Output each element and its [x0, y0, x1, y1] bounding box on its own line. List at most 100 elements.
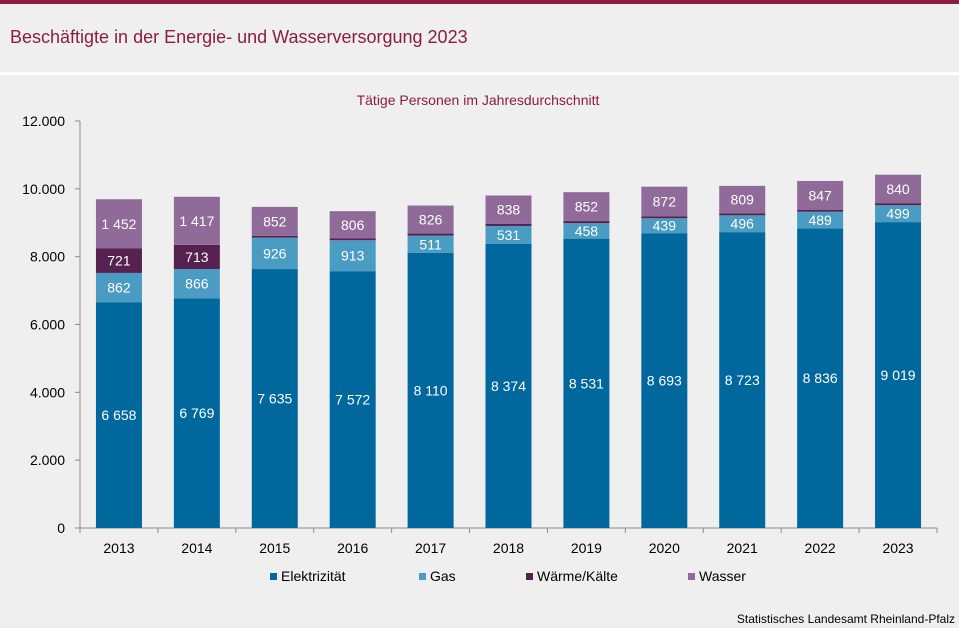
- bar-value-label: 9 019: [881, 367, 916, 383]
- page-title: Beschäftigte in der Energie- und Wasserv…: [10, 27, 468, 47]
- bar-value-label: 1 452: [101, 216, 136, 232]
- x-tick-label: 2019: [571, 540, 602, 556]
- bar-segment: [407, 252, 454, 528]
- bar-segment: [875, 203, 922, 206]
- x-tick-label: 2018: [493, 540, 524, 556]
- bar-segment: [719, 232, 766, 529]
- bar-value-label: 862: [107, 280, 131, 296]
- bar-segment: [95, 302, 142, 528]
- bar-value-label: 8 693: [647, 373, 682, 389]
- legend-label: Gas: [430, 568, 456, 584]
- x-tick-label: 2022: [805, 540, 836, 556]
- bar-value-label: 713: [185, 249, 209, 265]
- bar-value-label: 8 531: [569, 375, 604, 391]
- bar-value-label: 496: [731, 216, 755, 232]
- x-tick-label: 2017: [415, 540, 446, 556]
- bar-segment: [407, 235, 454, 253]
- legend-swatch: [270, 573, 277, 580]
- bar-segment: [251, 269, 298, 528]
- bar-value-label: 6 658: [101, 407, 136, 423]
- x-tick-label: 2020: [649, 540, 680, 556]
- bar-value-label: 511: [419, 236, 442, 252]
- stacked-bar-chart: Tätige Personen im Jahresdurchschnitt 02…: [22, 92, 938, 584]
- legend-swatch: [688, 573, 695, 580]
- y-tick-label: 0: [57, 520, 65, 536]
- bars: 6 658 862 721 1 452 6 769 866 713 1 417 7 635 926…: [95, 174, 922, 529]
- bar-value-label: 7 572: [335, 392, 370, 408]
- bar-segment: [563, 192, 610, 222]
- y-axis: 0 2.000 4.000 6.000 8.000 10.000 12.000: [22, 113, 81, 536]
- bar-value-label: 7 635: [257, 391, 292, 407]
- bar-value-label: 838: [497, 202, 521, 218]
- bar-value-label: 809: [731, 192, 755, 208]
- bar-value-label: 8 374: [491, 378, 526, 394]
- bar-value-label: 8 110: [414, 382, 448, 398]
- bar-segment: [719, 213, 766, 216]
- bar-segment: [563, 238, 610, 528]
- bar-segment: [641, 233, 688, 528]
- bar-segment: [797, 211, 844, 229]
- bar-segment: [95, 248, 142, 273]
- y-tick-label: 4.000: [30, 384, 65, 400]
- bar-value-label: 826: [419, 212, 443, 228]
- bar-value-label: 1 417: [179, 213, 214, 229]
- bar-segment: [329, 240, 376, 272]
- bar-segment: [797, 228, 844, 529]
- y-tick-label: 8.000: [30, 249, 65, 265]
- bar-segment: [173, 269, 220, 299]
- bar-value-label: 439: [653, 218, 677, 234]
- bar-segment: [719, 185, 766, 214]
- bar-value-label: 489: [808, 212, 832, 228]
- x-tick-label: 2013: [103, 540, 134, 556]
- bar-segment: [485, 243, 532, 529]
- bar-value-label: 8 836: [803, 370, 838, 386]
- bar-value-label: 866: [185, 276, 209, 292]
- bar-segment: [329, 271, 376, 528]
- bar-value-label: 499: [886, 206, 910, 222]
- bar-value-label: 8 723: [725, 372, 760, 388]
- x-tick-label: 2015: [259, 540, 290, 556]
- y-tick-label: 6.000: [30, 317, 65, 333]
- bar-value-label: 926: [263, 245, 287, 261]
- bar-segment: [95, 272, 142, 303]
- bar-segment: [797, 209, 844, 212]
- bar-segment: [485, 195, 532, 224]
- bar-segment: [173, 244, 220, 270]
- legend-label: Elektrizität: [281, 568, 346, 584]
- bar-value-label: 913: [341, 248, 365, 264]
- bar-segment: [563, 221, 610, 224]
- bar-segment: [641, 218, 688, 234]
- bar-segment: [251, 206, 298, 236]
- bar-segment: [407, 205, 454, 234]
- bar-segment: [173, 298, 220, 528]
- bar-segment: [875, 205, 922, 223]
- y-tick-label: 10.000: [22, 181, 65, 197]
- bar-value-label: 6 769: [179, 405, 214, 421]
- legend-swatch: [526, 573, 533, 580]
- bar-value-label: 840: [886, 181, 910, 197]
- bar-segment: [719, 215, 766, 233]
- bar-segment: [641, 186, 688, 217]
- bar-segment: [251, 237, 298, 270]
- legend-swatch: [419, 573, 426, 580]
- bar-value-label: 721: [107, 253, 131, 269]
- legend-label: Wasser: [699, 568, 746, 584]
- x-axis: 2013 2014 2015 2016 2017 2018 2019 2020 2021 2022…: [79, 527, 938, 556]
- bar-segment: [173, 196, 220, 245]
- header-divider: [0, 72, 959, 75]
- y-tick-label: 12.000: [22, 113, 65, 129]
- source-note: Statistisches Landesamt Rheinland-Pfalz: [736, 612, 955, 626]
- bar-segment: [875, 222, 922, 528]
- bar-segment: [329, 211, 376, 239]
- bar-value-label: 847: [808, 187, 832, 203]
- bar-value-label: 852: [263, 213, 287, 229]
- top-accent-bar: [0, 0, 959, 4]
- x-tick-label: 2016: [337, 540, 368, 556]
- bar-segment: [329, 238, 376, 241]
- x-tick-label: 2021: [727, 540, 758, 556]
- legend: Elektrizität Gas Wärme/Kälte Wasser: [270, 568, 746, 584]
- bar-segment: [251, 235, 298, 238]
- bar-value-label: 872: [653, 193, 677, 209]
- bar-segment: [641, 216, 688, 219]
- y-tick-label: 2.000: [30, 452, 65, 468]
